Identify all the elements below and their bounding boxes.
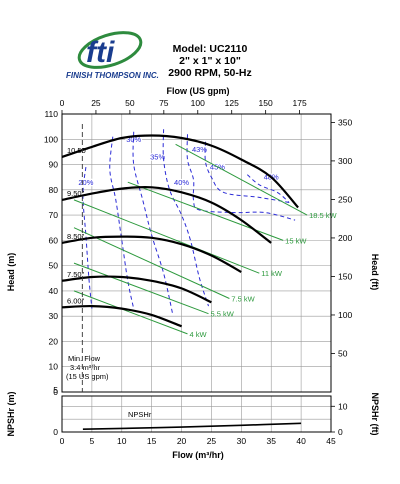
top-axis-tick-label: 50: [125, 98, 135, 108]
power-line: [127, 181, 284, 241]
left-axis-tick-label: 20: [49, 336, 59, 346]
power-line-label: 5.5 kW: [210, 310, 234, 319]
power-lines: 4 kW 5.5 kW 7.5 kW 11 kW 15 kW 18.5 kW: [73, 143, 338, 339]
head-curve: [61, 235, 242, 273]
npshr-curve-label: NPSHr: [128, 410, 152, 419]
head-curve: [61, 185, 272, 244]
left-axis-title: Head (m): [6, 253, 16, 292]
npsh-left-tick-label: 5: [53, 385, 58, 395]
right-axis-tick-label: 50: [338, 348, 348, 358]
model-title: Model: UC2110: [173, 43, 248, 55]
top-axis-title: Flow (US gpm): [167, 86, 230, 96]
top-axis-tick-label: 75: [159, 98, 169, 108]
bottom-axis-tick-label: 0: [60, 436, 65, 446]
power-line-label: 7.5 kW: [231, 294, 255, 303]
power-line: [73, 199, 260, 274]
left-axis-tick-label: 30: [49, 311, 59, 321]
npshr-curve: [82, 422, 302, 430]
power-line: [73, 227, 230, 299]
power-line: [175, 143, 308, 216]
head-curve: [61, 304, 182, 328]
pump-speed: 2900 RPM, 50-Hz: [168, 67, 251, 79]
min-flow-note-line-2: 3.4 m³/hr: [70, 363, 101, 372]
efficiency-label: 20%: [78, 178, 93, 187]
min-flow-note-line-3: (15 US gpm): [66, 372, 109, 381]
npsh-right-tick-label: 0: [338, 427, 343, 437]
bottom-axis-tick-label: 20: [177, 436, 187, 446]
left-axis-tick-label: 50: [49, 261, 59, 271]
top-axis-tick-label: 150: [259, 98, 273, 108]
bottom-axis-tick-label: 30: [237, 436, 247, 446]
left-axis-tick-label: 0: [53, 387, 58, 397]
top-axis-tick-label: 125: [225, 98, 239, 108]
efficiency-label: 35%: [150, 152, 165, 161]
logo-mark: fti: [86, 36, 115, 69]
power-line: [73, 290, 188, 335]
right-axis-tick-label: 100: [338, 310, 352, 320]
npsh-left-tick-label: 0: [53, 427, 58, 437]
min-flow-note-line-1: Min. Flow: [68, 354, 101, 363]
impeller-diameter-label: 6.00": [67, 296, 85, 305]
efficiency-curve: [186, 134, 296, 221]
left-axis-tick-label: 70: [49, 210, 59, 220]
power-line-label: 4 kW: [190, 330, 208, 339]
logo-swoosh: [77, 31, 143, 69]
grid: [62, 114, 331, 432]
efficiency-curve: [82, 167, 93, 309]
head-curve: [61, 134, 299, 209]
pump-size: 2" x 1" x 10": [179, 55, 241, 67]
left-axis-tick-label: 110: [44, 109, 58, 119]
bottom-axis-title: Flow (m³/hr): [172, 450, 224, 460]
head-panel-frame: [61, 113, 332, 393]
efficiency-label: 43%: [192, 145, 207, 154]
efficiency-curve: [204, 141, 290, 203]
bottom-axis-tick-label: 40: [296, 436, 306, 446]
impeller-diameter-label: 8.50": [67, 232, 85, 241]
npsh-right-tick-label: 10: [338, 401, 348, 411]
company-name: FINISH THOMPSON INC.: [66, 71, 159, 80]
efficiency-curve: [132, 131, 174, 314]
top-axis-tick-label: 0: [60, 98, 65, 108]
right-axis-title: Head (ft): [370, 254, 380, 291]
power-line-label: 11 kW: [261, 269, 283, 278]
efficiency-curves: 20%30%35%40%43%45%48%: [77, 129, 296, 314]
bottom-axis-tick-label: 5: [90, 436, 95, 446]
npsh-panel-frame: [61, 395, 332, 433]
right-axis-tick-label: 300: [338, 156, 352, 166]
bottom-axis-tick-label: 35: [266, 436, 276, 446]
impeller-curves: 10.50" 9.50" 8.50" 7.50" 6.00": [61, 134, 302, 430]
left-axis-tick-label: 90: [49, 160, 59, 170]
npsh-left-axis-title: NPSHr (m): [6, 391, 16, 436]
power-line: [73, 262, 209, 315]
efficiency-label: 40%: [174, 178, 189, 187]
left-axis-tick-label: 100: [44, 134, 58, 144]
head-curve: [61, 275, 212, 304]
bottom-axis-tick-label: 45: [326, 436, 336, 446]
bottom-axis-tick-label: 25: [207, 436, 217, 446]
bottom-axis-tick-label: 15: [147, 436, 157, 446]
top-axis-tick-label: 175: [292, 98, 306, 108]
left-axis-tick-label: 10: [49, 362, 59, 372]
impeller-diameter-label: 9.50": [67, 189, 85, 198]
left-axis-tick-label: 80: [49, 185, 59, 195]
right-axis-tick-label: 150: [338, 271, 352, 281]
right-axis-tick-label: 200: [338, 233, 352, 243]
right-axis-tick-label: 250: [338, 194, 352, 204]
impeller-diameter-label: 7.50": [67, 270, 85, 279]
efficiency-curve: [246, 174, 290, 203]
company-logo: fti FINISH THOMPSON INC.: [66, 31, 159, 80]
impeller-diameter-label: 10.50": [67, 146, 89, 155]
npsh-right-axis-title: NPSHr (ft): [370, 393, 380, 436]
top-axis-tick-label: 100: [191, 98, 205, 108]
power-line-label: 15 kW: [285, 236, 307, 245]
bottom-axis-tick-label: 10: [117, 436, 127, 446]
axes: 0 5 10 15 20 25 30 35 40 450 25 50 75 100 125 150 175010…: [44, 98, 353, 446]
power-line-label: 18.5 kW: [309, 211, 337, 220]
right-axis-tick-label: 350: [338, 117, 352, 127]
efficiency-curve: [162, 129, 209, 307]
top-axis-tick-label: 25: [91, 98, 101, 108]
left-axis-tick-label: 60: [49, 235, 59, 245]
left-axis-tick-label: 40: [49, 286, 59, 296]
